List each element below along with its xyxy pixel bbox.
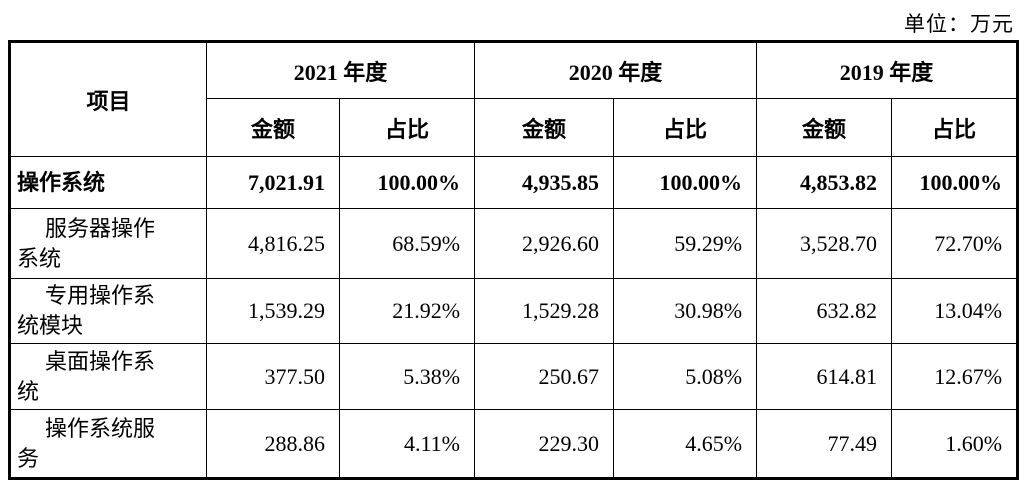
amount-cell-2020: 2,926.60 <box>474 208 615 279</box>
header-year-2019: 2019 年度 <box>756 41 1019 99</box>
table-row-operating-system-total: 操作系统 7,021.91 100.00% 4,935.85 100.00% 4… <box>9 156 1019 209</box>
item-cell: 桌面操作系 统 <box>9 343 207 410</box>
ratio-cell-2021: 68.59% <box>338 208 476 279</box>
header-ratio-2020: 占比 <box>613 98 758 157</box>
item-cell: 专用操作系 统模块 <box>9 278 207 344</box>
header-year-2020: 2020 年度 <box>474 41 758 99</box>
table-row-desktop-os: 桌面操作系 统 377.50 5.38% 250.67 5.08% 614.81… <box>9 343 1019 410</box>
amount-cell-2021: 4,816.25 <box>206 208 340 279</box>
header-item: 项目 <box>9 41 207 157</box>
amount-cell-2019: 77.49 <box>756 409 893 479</box>
ratio-cell-2019: 72.70% <box>891 208 1019 279</box>
header-ratio-2019: 占比 <box>891 98 1019 157</box>
amount-cell-2021: 377.50 <box>206 343 340 410</box>
amount-cell-2020: 250.67 <box>474 343 615 410</box>
amount-cell-2020: 4,935.85 <box>474 156 615 209</box>
header-amount-2020: 金额 <box>474 98 615 157</box>
amount-cell-2021: 1,539.29 <box>206 278 340 344</box>
header-row-years: 项目 2021 年度 2020 年度 2019 年度 <box>9 41 1019 157</box>
amount-cell-2020: 1,529.28 <box>474 278 615 344</box>
ratio-cell-2020: 5.08% <box>613 343 758 410</box>
amount-cell-2019: 4,853.82 <box>756 156 893 209</box>
item-cell: 操作系统服 务 <box>9 409 207 479</box>
ratio-cell-2019: 13.04% <box>891 278 1019 344</box>
amount-cell-2021: 7,021.91 <box>206 156 340 209</box>
ratio-cell-2020: 30.98% <box>613 278 758 344</box>
ratio-cell-2021: 4.11% <box>338 409 476 479</box>
amount-cell-2019: 3,528.70 <box>756 208 893 279</box>
item-cell: 操作系统 <box>9 156 207 209</box>
amount-cell-2020: 229.30 <box>474 409 615 479</box>
amount-cell-2021: 288.86 <box>206 409 340 479</box>
ratio-cell-2019: 12.67% <box>891 343 1019 410</box>
ratio-cell-2020: 100.00% <box>613 156 758 209</box>
table-row-special-os-module: 专用操作系 统模块 1,539.29 21.92% 1,529.28 30.98… <box>9 278 1019 344</box>
header-amount-2021: 金额 <box>206 98 340 157</box>
unit-label: 单位：万元 <box>904 12 1014 36</box>
header-amount-2019: 金额 <box>756 98 893 157</box>
header-ratio-2021: 占比 <box>338 98 476 157</box>
item-cell: 服务器操作 系统 <box>9 208 207 279</box>
table-row-server-os: 服务器操作 系统 4,816.25 68.59% 2,926.60 59.29%… <box>9 208 1019 279</box>
ratio-cell-2019: 1.60% <box>891 409 1019 479</box>
ratio-cell-2019: 100.00% <box>891 156 1019 209</box>
table-row-os-services: 操作系统服 务 288.86 4.11% 229.30 4.65% 77.49 … <box>9 409 1019 479</box>
header-year-2021: 2021 年度 <box>205 41 476 99</box>
ratio-cell-2020: 4.65% <box>613 409 758 479</box>
amount-cell-2019: 632.82 <box>756 278 893 344</box>
ratio-cell-2021: 5.38% <box>338 343 476 410</box>
amount-cell-2019: 614.81 <box>756 343 893 410</box>
ratio-cell-2020: 59.29% <box>613 208 758 279</box>
ratio-cell-2021: 100.00% <box>338 156 476 209</box>
revenue-breakdown-table: 项目 2021 年度 2020 年度 2019 年度 金额 占比 金额 占比 金… <box>8 40 1020 480</box>
ratio-cell-2021: 21.92% <box>338 278 476 344</box>
